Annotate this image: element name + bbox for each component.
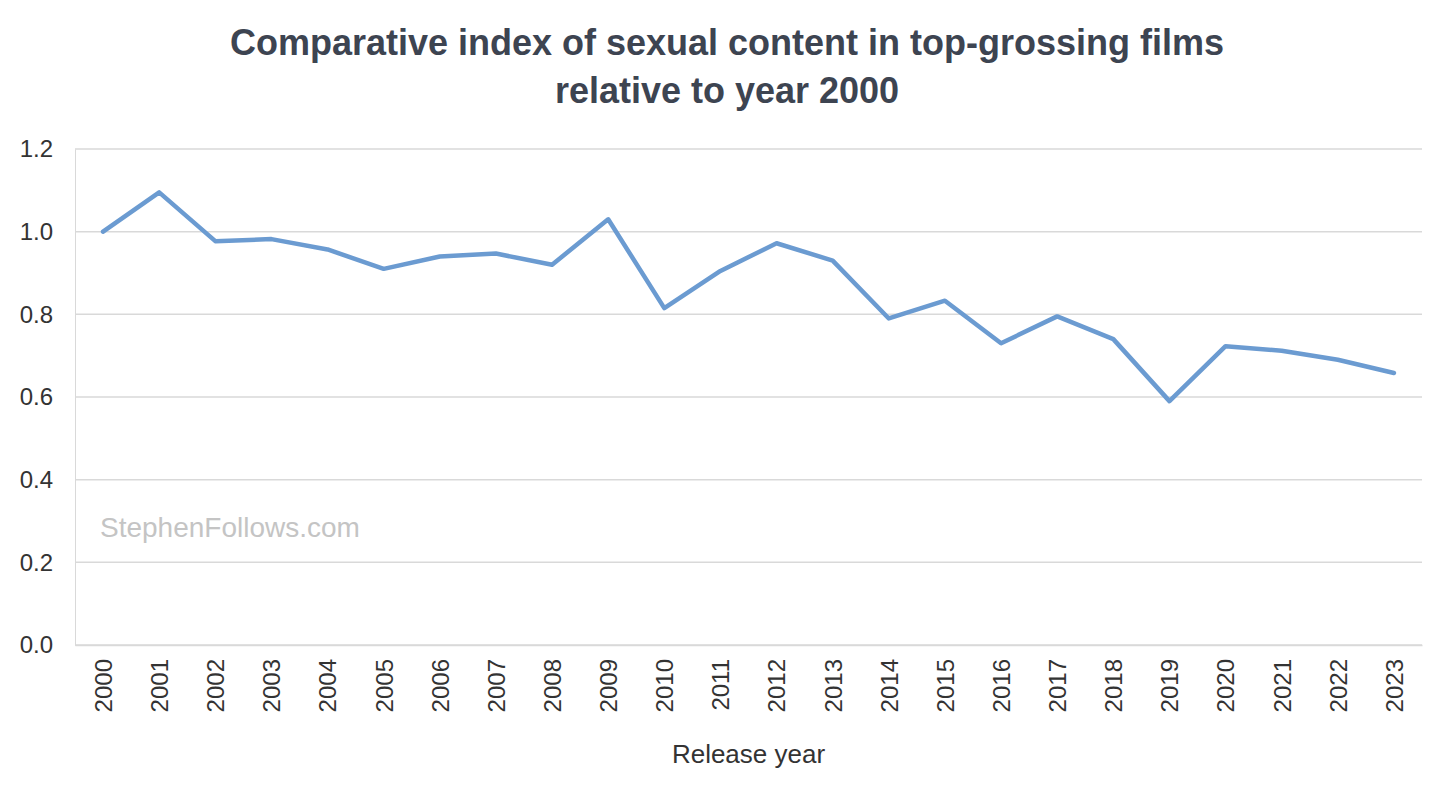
data-line (103, 192, 1394, 401)
x-tick-label: 2004 (314, 659, 341, 712)
x-tick-label: 2012 (763, 659, 790, 712)
x-axis-title: Release year (672, 739, 826, 769)
y-axis-line (75, 150, 76, 646)
x-tick-label: 2009 (595, 659, 622, 712)
x-tick: 2019 (1156, 659, 1183, 712)
x-tick-label: 2023 (1381, 659, 1408, 712)
x-tick-label: 2015 (932, 659, 959, 712)
y-tick: 0.6 (20, 383, 75, 410)
x-tick-label: 2005 (371, 659, 398, 712)
y-tick-label: 0.4 (20, 466, 53, 493)
x-tick-label: 2017 (1044, 659, 1071, 712)
x-tick: 2008 (539, 659, 566, 712)
x-tick-label: 2016 (988, 659, 1015, 712)
x-tick: 2012 (763, 659, 790, 712)
x-tick: 2007 (483, 659, 510, 712)
grid-line (75, 396, 1422, 398)
plot-area (103, 192, 1394, 401)
x-tick: 2003 (258, 659, 285, 712)
title-line: relative to year 2000 (555, 70, 899, 111)
x-tick-label: 2022 (1325, 659, 1352, 712)
y-tick-label: 0.6 (20, 383, 53, 410)
y-tick-label: 1.2 (20, 135, 53, 162)
chart: Comparative index of sexual content in t… (0, 0, 1456, 786)
y-tick: 1.2 (20, 135, 75, 162)
x-axis: 2000 2001 2002 2003 2004 2005 2006 2007 2008 2009… (76, 646, 1423, 713)
x-tick: 2015 (932, 659, 959, 712)
y-tick: 1.0 (20, 218, 75, 245)
y-tick: 0.4 (20, 466, 75, 493)
watermark: StephenFollows.com (100, 512, 360, 543)
x-tick: 2017 (1044, 659, 1071, 712)
y-tick-label: 0.8 (20, 301, 53, 328)
x-tick: 2018 (1100, 659, 1127, 712)
title: Comparative index of sexual content in t… (230, 22, 1224, 111)
x-tick-label: 2021 (1269, 659, 1296, 712)
y-tick-label: 0.2 (20, 549, 53, 576)
grid-line (75, 562, 1422, 564)
x-tick: 2009 (595, 659, 622, 712)
x-tick-label: 2014 (876, 659, 903, 712)
y-axis: 0.0 0.2 0.4 0.6 0.8 1.0 1.2 (20, 135, 76, 658)
x-tick-label: 2013 (820, 659, 847, 712)
x-tick-label: 2008 (539, 659, 566, 712)
x-tick: 2022 (1325, 659, 1352, 712)
x-tick: 2000 (90, 659, 117, 712)
grid-line (75, 314, 1422, 316)
x-tick-label: 2018 (1100, 659, 1127, 712)
x-tick: 2014 (876, 659, 903, 712)
x-tick: 2005 (371, 659, 398, 712)
x-tick-label: 2003 (258, 659, 285, 712)
grid-line (75, 231, 1422, 233)
y-tick: 0.8 (20, 301, 75, 328)
x-tick: 2016 (988, 659, 1015, 712)
x-tick: 2020 (1212, 659, 1239, 712)
x-tick-label: 2002 (202, 659, 229, 712)
grid-line (75, 644, 1422, 646)
y-tick: 0.2 (20, 549, 75, 576)
grid (75, 149, 1422, 645)
grid-line (75, 148, 1422, 150)
x-tick: 2001 (146, 659, 173, 712)
y-tick: 0.0 (20, 631, 75, 658)
x-tick-label: 2001 (146, 659, 173, 712)
x-tick-label: 2010 (651, 659, 678, 712)
x-tick-label: 2000 (90, 659, 117, 712)
x-tick-label: 2019 (1156, 659, 1183, 712)
x-tick: 2023 (1381, 659, 1408, 712)
x-tick: 2010 (651, 659, 678, 712)
x-axis-line (76, 645, 1423, 647)
x-tick: 2002 (202, 659, 229, 712)
x-tick: 2013 (820, 659, 847, 712)
x-tick: 2006 (427, 659, 454, 712)
x-tick-label: 2007 (483, 659, 510, 712)
y-tick-label: 1.0 (20, 218, 53, 245)
x-tick: 2011 (707, 659, 734, 711)
grid-line (75, 479, 1422, 481)
title-line: Comparative index of sexual content in t… (230, 22, 1224, 63)
x-tick-label: 2020 (1212, 659, 1239, 712)
x-tick-label: 2006 (427, 659, 454, 712)
x-tick: 2004 (314, 659, 341, 712)
y-tick-label: 0.0 (20, 631, 53, 658)
x-tick-label: 2011 (707, 659, 734, 711)
x-tick: 2021 (1269, 659, 1296, 712)
